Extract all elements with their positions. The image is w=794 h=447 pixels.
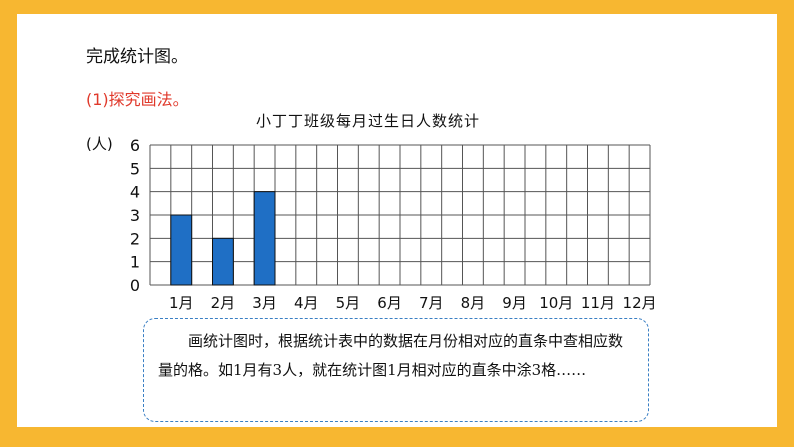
step-label: (1)探究画法。 — [86, 90, 189, 109]
y-tick-label: 5 — [130, 159, 140, 178]
x-tick-label: 10月 — [539, 294, 573, 312]
y-axis-label: (人) — [86, 135, 113, 153]
x-tick-label: 6月 — [377, 294, 402, 312]
explanation-note: 画统计图时，根据统计表中的数据在月份相对应的直条中查相应数量的格。如1月有3人，… — [143, 318, 649, 422]
bar-2 — [212, 237, 234, 286]
chart-title: 小丁丁班级每月过生日人数统计 — [256, 112, 481, 130]
y-tick-label: 1 — [130, 253, 140, 272]
x-tick-label: 12月 — [623, 294, 657, 312]
x-tick-label: 3月 — [252, 294, 277, 312]
y-tick-label: 4 — [130, 183, 140, 202]
bar-1 — [170, 214, 193, 286]
y-tick-label: 6 — [130, 136, 140, 155]
x-tick-label: 7月 — [419, 294, 444, 312]
x-tick-label: 5月 — [336, 294, 361, 312]
y-tick-label: 3 — [130, 206, 140, 225]
slide-heading: 完成统计图。 — [86, 47, 188, 67]
x-tick-label: 8月 — [461, 294, 486, 312]
bar-3 — [253, 191, 276, 286]
explanation-text: 画统计图时，根据统计表中的数据在月份相对应的直条中查相应数量的格。如1月有3人，… — [158, 332, 624, 379]
y-tick-label: 2 — [130, 229, 140, 248]
chart-bars — [170, 191, 276, 286]
x-tick-label: 4月 — [294, 294, 319, 312]
y-tick-label: 0 — [130, 276, 140, 295]
x-tick-label: 9月 — [502, 294, 527, 312]
y-axis-ticks: 0 1 2 3 4 5 6 — [130, 136, 140, 295]
x-tick-label: 11月 — [581, 294, 615, 312]
x-tick-label: 1月 — [169, 294, 194, 312]
x-axis-ticks: 1月 2月 3月 4月 5月 6月 7月 8月 9月 10月 11月 12月 — [169, 294, 657, 312]
x-tick-label: 2月 — [211, 294, 236, 312]
